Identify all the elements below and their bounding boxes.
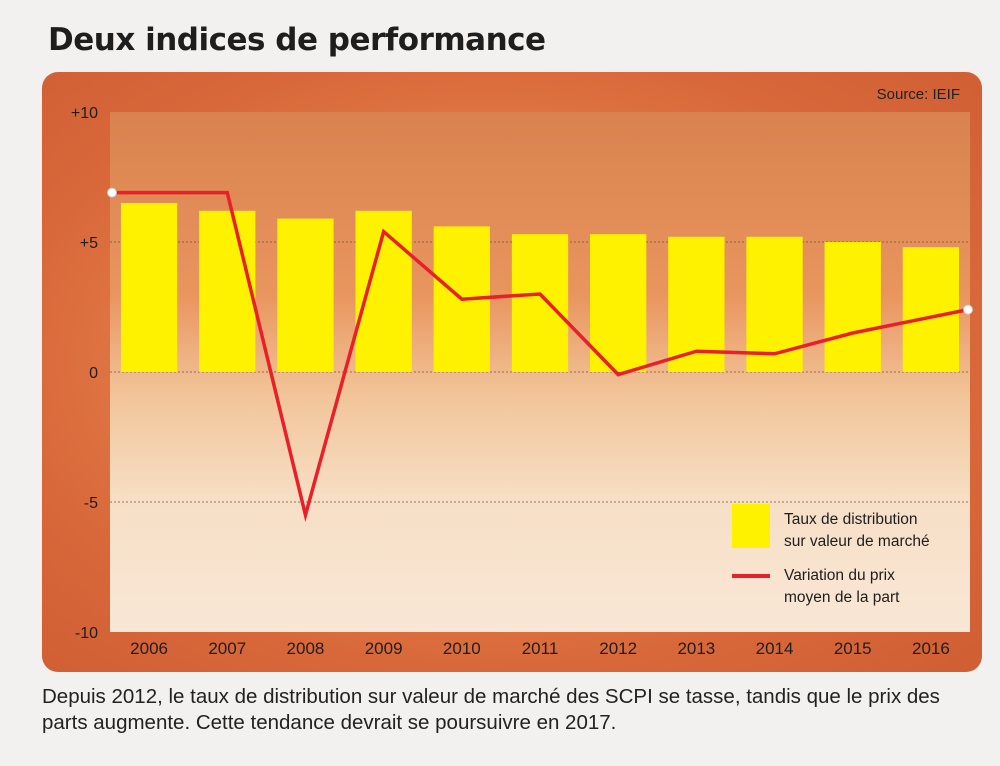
- y-tick-label: -5: [84, 495, 98, 512]
- bar: [824, 242, 881, 372]
- y-tick-label: -10: [75, 625, 98, 642]
- x-tick-label: 2012: [599, 639, 637, 658]
- bar: [511, 234, 569, 372]
- x-tick-label: 2008: [287, 639, 325, 658]
- legend-label-bar-2: sur valeur de marché: [784, 533, 930, 550]
- x-tick-label: 2009: [365, 639, 403, 658]
- x-tick-label: 2014: [756, 639, 794, 658]
- line-endpoint: [963, 304, 973, 315]
- bar: [902, 247, 960, 372]
- legend-label-line-2: moyen de la part: [784, 589, 900, 606]
- x-tick-label: 2013: [677, 639, 715, 658]
- line-endpoint: [107, 187, 117, 198]
- bar: [590, 234, 647, 372]
- legend-swatch-bar: [732, 504, 770, 548]
- x-tick-label: 2016: [912, 639, 950, 658]
- source-label: Source: IEIF: [876, 86, 960, 103]
- chart-svg: +10 +5 0 -5 -10 2006 2007 2008 2009 2010 2011 2012 2…: [71, 105, 973, 658]
- x-tick-label: 2015: [834, 639, 872, 658]
- chart-panel: Source: IEIF +10 +5 0 -5 -10 2006 2007 2008 2009…: [42, 72, 982, 672]
- y-tick-label: +5: [80, 235, 98, 252]
- chart-title: Deux indices de performance: [48, 22, 546, 58]
- x-tick-label: 2011: [522, 639, 559, 658]
- y-tick-label: +10: [71, 105, 98, 122]
- y-tick-label: 0: [89, 365, 98, 382]
- legend-label-line-1: Variation du prix: [784, 567, 895, 584]
- bar: [199, 210, 256, 372]
- series-line: [112, 190, 969, 522]
- bar: [277, 218, 334, 372]
- legend-label-bar-1: Taux de distribution: [784, 511, 918, 528]
- bar: [120, 203, 178, 372]
- x-tick-label: 2007: [208, 639, 246, 658]
- x-tick-label: 2010: [443, 639, 481, 658]
- chart-caption: Depuis 2012, le taux de distribution sur…: [42, 685, 940, 734]
- x-tick-label: 2006: [130, 639, 168, 658]
